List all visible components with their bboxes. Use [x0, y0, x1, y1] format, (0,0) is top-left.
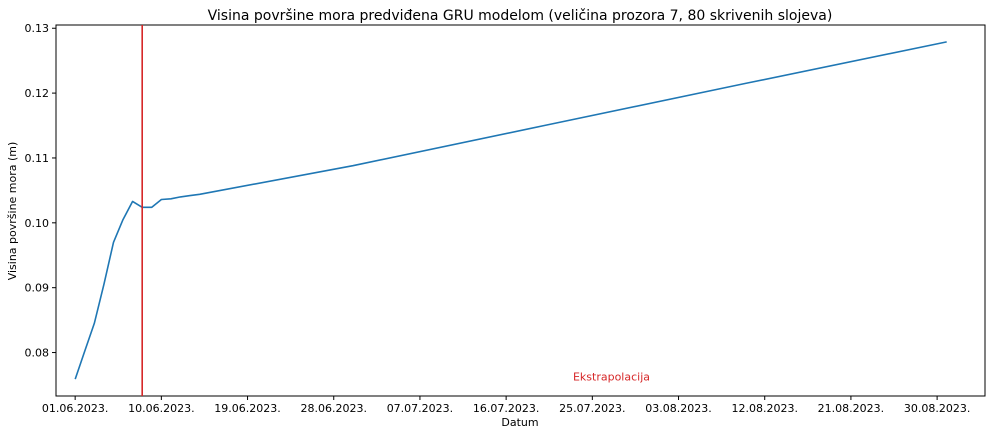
y-tick-label: 0.12	[25, 87, 50, 100]
x-tick-label: 01.06.2023.	[42, 402, 108, 415]
extrapolation-annotation: Ekstrapolacija	[573, 370, 650, 383]
x-tick-label: 12.08.2023.	[731, 402, 797, 415]
x-tick-label: 10.06.2023.	[128, 402, 194, 415]
x-tick-label: 19.06.2023.	[214, 402, 280, 415]
y-tick-label: 0.10	[25, 217, 50, 230]
x-tick-label: 03.08.2023.	[645, 402, 711, 415]
y-tick-label: 0.08	[25, 347, 50, 360]
x-axis-label: Datum	[501, 416, 538, 429]
y-axis-label: Visina površine mora (m)	[6, 142, 19, 281]
y-tick-label: 0.11	[25, 152, 50, 165]
x-tick-label: 25.07.2023.	[559, 402, 625, 415]
x-tick-label: 07.07.2023.	[387, 402, 453, 415]
plot-frame	[55, 24, 986, 397]
x-tick-label: 21.08.2023.	[818, 402, 884, 415]
chart-title: Visina površine mora predviđena GRU mode…	[208, 8, 833, 24]
plot-area: 0.08 0.09 0.10 0.11 0.12 0.13 01.06.2023. 10.06…	[25, 22, 986, 415]
x-tick-label: 16.07.2023.	[473, 402, 539, 415]
x-tick-label: 28.06.2023.	[301, 402, 367, 415]
x-tick-label: 30.08.2023.	[904, 402, 970, 415]
y-tick-label: 0.13	[25, 22, 50, 35]
series-line-0	[74, 41, 947, 380]
y-tick-label: 0.09	[25, 282, 50, 295]
